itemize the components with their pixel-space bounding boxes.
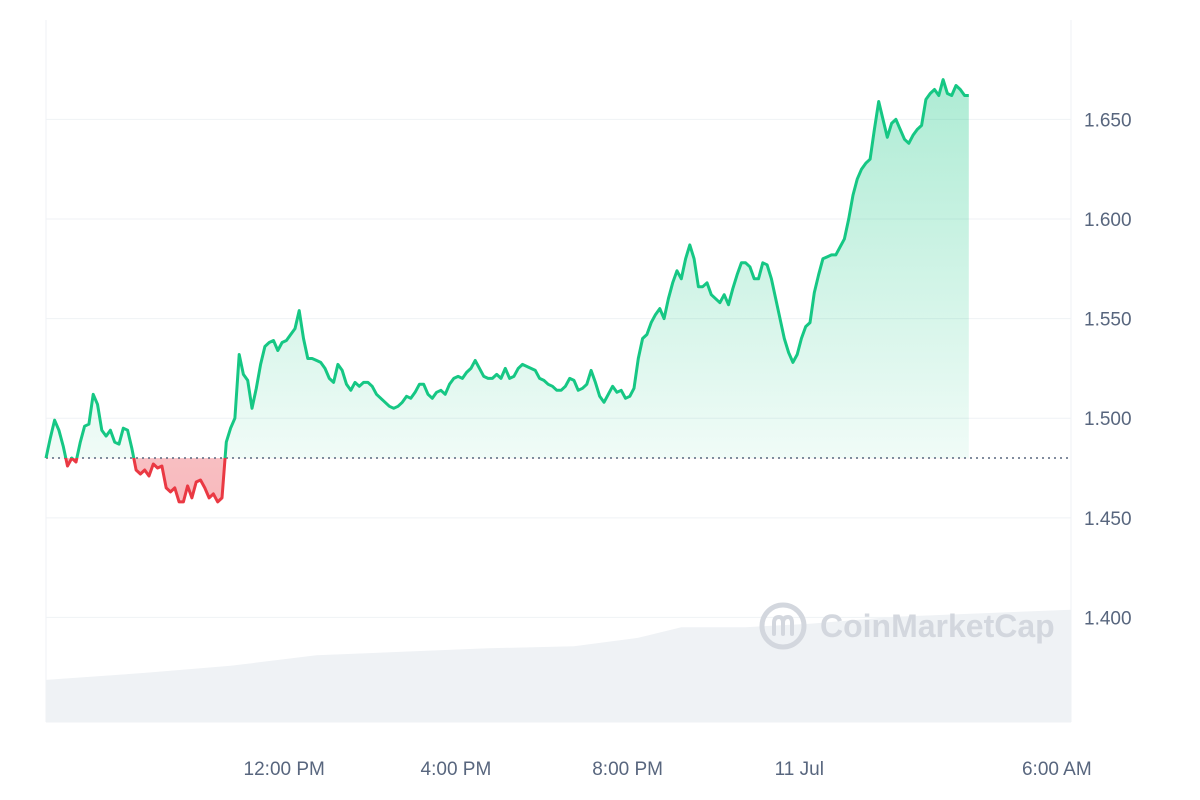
x-tick-label: 12:00 PM <box>244 759 325 780</box>
x-axis: 12:00 PM 4:00 PM 8:00 PM 11 Jul 6:00 AM <box>244 759 1092 780</box>
y-tick-label: 1.400 <box>1084 608 1132 629</box>
x-tick-label: 6:00 AM <box>1022 759 1092 780</box>
y-axis: 1.400 1.450 1.500 1.550 1.600 1.650 <box>1084 110 1132 629</box>
y-tick-label: 1.500 <box>1084 409 1132 430</box>
watermark: CoinMarketCap <box>759 602 1055 650</box>
x-tick-label: 11 Jul <box>775 759 824 780</box>
x-tick-label: 8:00 PM <box>592 759 663 780</box>
y-tick-label: 1.450 <box>1084 509 1132 530</box>
watermark-text: CoinMarketCap <box>820 608 1055 644</box>
price-line-up <box>44 78 969 459</box>
y-tick-label: 1.600 <box>1084 210 1132 231</box>
x-tick-label: 4:00 PM <box>421 759 492 780</box>
coinmarketcap-logo-icon <box>759 602 807 650</box>
price-area-fill-down <box>46 458 969 502</box>
price-area-fill-up <box>46 79 969 459</box>
price-line-down <box>45 458 227 504</box>
volume-area <box>46 609 1071 722</box>
y-tick-label: 1.650 <box>1084 110 1132 131</box>
y-tick-label: 1.550 <box>1084 310 1132 331</box>
